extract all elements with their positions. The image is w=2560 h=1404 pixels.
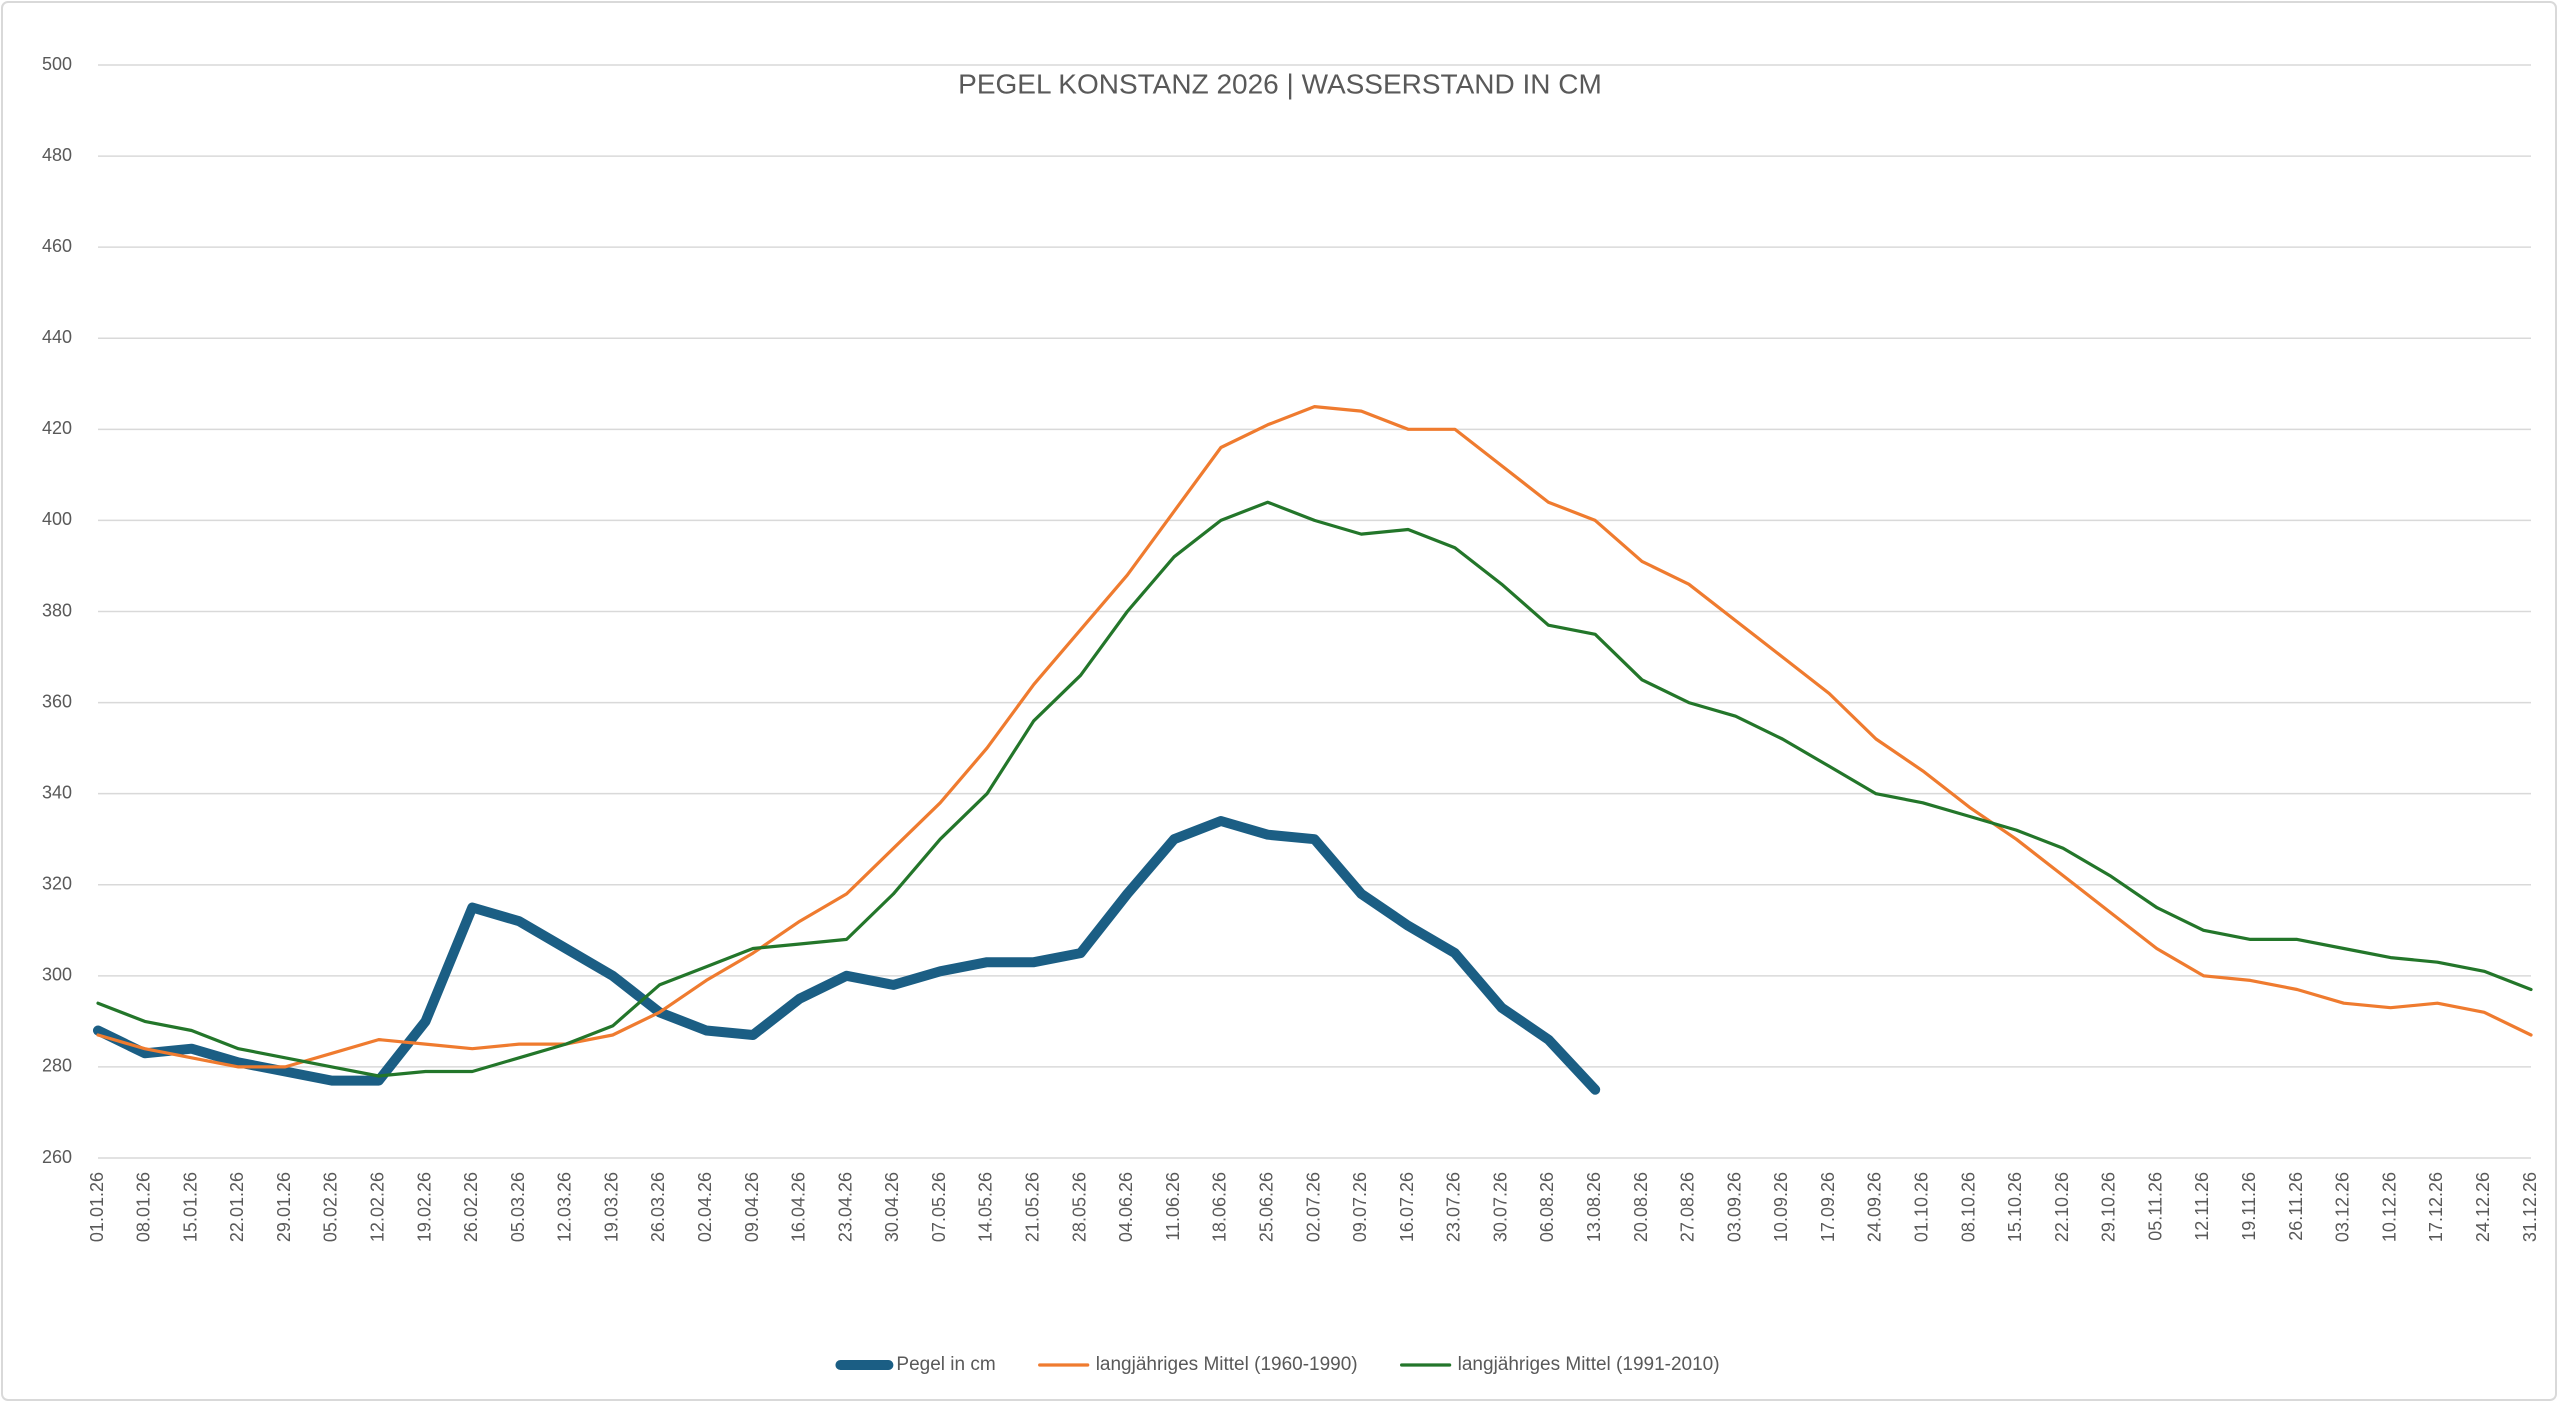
x-tick-label: 27.08.26	[1678, 1172, 1698, 1242]
x-tick-label: 28.05.26	[1069, 1172, 1089, 1242]
x-tick-label: 01.01.26	[87, 1172, 107, 1242]
x-tick-label: 06.08.26	[1537, 1172, 1557, 1242]
legend: Pegel in cm langjähriges Mittel (1960-199…	[835, 1354, 1720, 1375]
y-tick-label: 260	[42, 1147, 72, 1167]
legend-label: langjähriges Mittel (1960-1990)	[1096, 1354, 1358, 1375]
y-tick-label: 320	[42, 874, 72, 894]
x-tick-label: 26.03.26	[648, 1172, 668, 1242]
x-tick-label: 09.04.26	[742, 1172, 762, 1242]
x-tick-label: 22.01.26	[227, 1172, 247, 1242]
x-tick-label: 23.04.26	[835, 1172, 855, 1242]
y-tick-label: 440	[42, 327, 72, 347]
y-tick-label: 420	[42, 418, 72, 438]
x-tick-label: 05.03.26	[508, 1172, 528, 1242]
x-tick-label: 02.04.26	[695, 1172, 715, 1242]
y-tick-label: 400	[42, 509, 72, 529]
x-tick-label: 23.07.26	[1444, 1172, 1464, 1242]
x-tick-label: 12.02.26	[367, 1172, 387, 1242]
chart-title: PEGEL KONSTANZ 2026 | WASSERSTAND IN CM	[958, 68, 1602, 99]
x-tick-label: 02.07.26	[1303, 1172, 1323, 1242]
x-tick-label: 08.01.26	[134, 1172, 154, 1242]
x-tick-label: 29.01.26	[274, 1172, 294, 1242]
x-tick-label: 31.12.26	[2520, 1172, 2540, 1242]
x-tick-label: 20.08.26	[1631, 1172, 1651, 1242]
x-tick-label: 10.09.26	[1771, 1172, 1791, 1242]
x-tick-label: 03.09.26	[1724, 1172, 1744, 1242]
x-tick-label: 21.05.26	[1023, 1172, 1043, 1242]
x-tick-label: 26.02.26	[461, 1172, 481, 1242]
x-tick-label: 15.01.26	[180, 1172, 200, 1242]
y-tick-label: 380	[42, 600, 72, 620]
x-tick-label: 26.11.26	[2286, 1172, 2306, 1241]
y-tick-label: 460	[42, 236, 72, 256]
x-tick-label: 03.12.26	[2333, 1172, 2353, 1242]
x-tick-label: 11.06.26	[1163, 1172, 1183, 1241]
x-tick-label: 01.10.26	[1912, 1172, 1932, 1242]
x-tick-label: 22.10.26	[2052, 1172, 2072, 1242]
series-line	[96, 500, 2533, 1078]
x-tick-label: 19.03.26	[601, 1172, 621, 1242]
x-tick-label: 29.10.26	[2099, 1172, 2119, 1242]
x-tick-label: 15.10.26	[2005, 1172, 2025, 1242]
y-tick-label: 300	[42, 965, 72, 985]
x-tick-label: 12.03.26	[555, 1172, 575, 1242]
y-tick-label: 500	[42, 54, 72, 74]
y-tick-label: 480	[42, 145, 72, 165]
y-tick-label: 360	[42, 691, 72, 711]
x-tick-label: 18.06.26	[1210, 1172, 1230, 1242]
x-tick-label: 16.07.26	[1397, 1172, 1417, 1242]
x-tick-label: 05.11.26	[2145, 1172, 2165, 1241]
x-tick-label: 30.07.26	[1490, 1172, 1510, 1242]
series-line	[96, 405, 2533, 1069]
x-tick-label: 07.05.26	[929, 1172, 949, 1242]
legend-label: Pegel in cm	[896, 1354, 995, 1375]
x-tick-label: 25.06.26	[1256, 1172, 1276, 1242]
legend-label: langjähriges Mittel (1991-2010)	[1458, 1354, 1720, 1375]
x-tick-label: 17.09.26	[1818, 1172, 1838, 1242]
x-tick-label: 05.02.26	[321, 1172, 341, 1242]
x-tick-label: 10.12.26	[2379, 1172, 2399, 1242]
x-tick-label: 04.06.26	[1116, 1172, 1136, 1242]
x-tick-label: 09.07.26	[1350, 1172, 1370, 1242]
y-tick-label: 280	[42, 1056, 72, 1076]
x-tick-label: 24.09.26	[1865, 1172, 1885, 1242]
x-tick-label: 24.12.26	[2473, 1172, 2493, 1242]
x-tick-label: 16.04.26	[789, 1172, 809, 1242]
series-line	[93, 816, 1601, 1095]
x-tick-label: 30.04.26	[882, 1172, 902, 1242]
x-tick-label: 17.12.26	[2426, 1172, 2446, 1242]
x-tick-label: 14.05.26	[976, 1172, 996, 1242]
x-tick-label: 08.10.26	[1958, 1172, 1978, 1242]
x-tick-label: 12.11.26	[2192, 1172, 2212, 1241]
y-tick-label: 340	[42, 782, 72, 802]
x-tick-label: 13.08.26	[1584, 1172, 1604, 1242]
x-tick-label: 19.02.26	[414, 1172, 434, 1242]
x-tick-label: 19.11.26	[2239, 1172, 2259, 1241]
